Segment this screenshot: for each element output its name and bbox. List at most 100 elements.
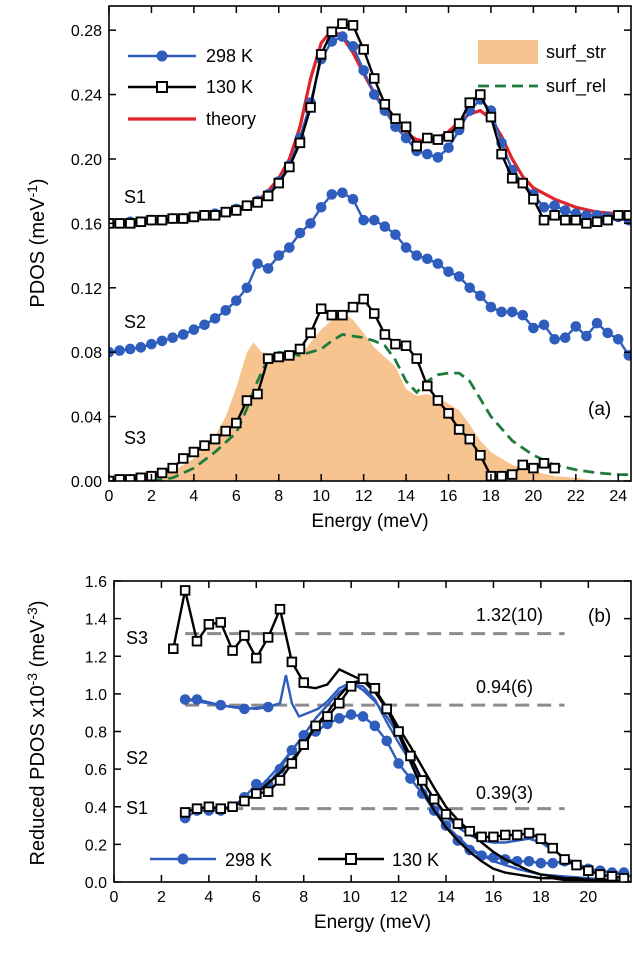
a-marker-s6-28 (400, 340, 412, 351)
a-line-series-5 (151, 333, 631, 481)
a-marker-s6-40 (528, 462, 539, 474)
b-point-s2-3 (239, 703, 250, 715)
a-marker-s1-28 (400, 121, 412, 133)
b-marker-s6-26 (488, 831, 499, 843)
b-marker-s6-25 (476, 831, 487, 843)
a-point-s3-30 (421, 253, 433, 265)
b-marker-s0-7 (251, 652, 262, 664)
b-x-tick-label: 18 (532, 889, 550, 906)
a-point-s3-18 (294, 227, 306, 239)
b-marker-s6-5 (239, 795, 250, 807)
b-marker-s0-1 (179, 585, 191, 596)
a-marker-s6-7 (178, 453, 189, 464)
b-y-tick-label: 0.8 (85, 725, 107, 742)
a-point-s0-32 (443, 142, 454, 153)
a-marker-s1-39 (517, 177, 529, 189)
a-x-tick-label: 10 (312, 488, 330, 505)
b-marker-s6-35 (594, 869, 606, 880)
a-marker-s6-0 (109, 475, 115, 481)
b-level-label-2: 0.39(3) (476, 783, 533, 803)
b-marker-s6-1 (191, 803, 203, 814)
a-point-s3-15 (262, 263, 274, 274)
a-marker-s1-33 (453, 118, 465, 129)
a-x-tick-label: 6 (232, 488, 241, 505)
b-marker-s6-4 (227, 801, 238, 813)
b-legend-marker-1 (345, 853, 357, 865)
b-y-title-mid: (meV (27, 619, 49, 673)
a-point-s3-6 (167, 332, 178, 343)
b-x-tick-label: 6 (252, 889, 261, 906)
a-marker-s6-17 (284, 350, 295, 361)
a-marker-s6-18 (294, 343, 306, 355)
a-marker-s1-15 (262, 190, 274, 202)
a-marker-s6-37 (496, 470, 507, 481)
a-point-s0-30 (421, 148, 433, 160)
a-marker-s1-25 (368, 73, 380, 84)
a-y-title-main: PDOS (meV (27, 197, 49, 308)
a-point-s3-41 (538, 319, 550, 331)
a-point-s0-31 (432, 152, 444, 163)
a-marker-s6-16 (273, 351, 285, 363)
b-point-s4-29 (523, 856, 535, 867)
a-marker-s6-26 (379, 329, 391, 340)
b-marker-s6-11 (310, 720, 321, 732)
a-point-s3-43 (559, 332, 571, 343)
a-legend-label-2: theory (206, 109, 256, 129)
b-marker-s6-31 (547, 842, 558, 854)
b-level-label-1: 0.94(6) (476, 677, 533, 697)
a-x-tick-label: 4 (189, 488, 198, 505)
a-x-tick-label: 24 (609, 488, 627, 505)
a-marker-s1-6 (167, 213, 178, 224)
b-marker-s0-3 (203, 619, 215, 630)
a-point-s3-12 (231, 295, 242, 306)
b-marker-s6-14 (345, 681, 357, 692)
a-marker-s6-22 (337, 309, 348, 321)
b-line-series-0 (172, 590, 305, 684)
a-marker-s1-47 (602, 214, 613, 226)
b-point-s4-15 (357, 711, 369, 722)
b-marker-s0-0 (168, 643, 179, 654)
a-marker-s6-31 (432, 395, 444, 406)
a-marker-s1-7 (178, 213, 189, 224)
a-point-s3-5 (156, 335, 168, 347)
a-point-s3-24 (358, 214, 369, 226)
a-marker-s6-24 (358, 293, 369, 305)
a-marker-s6-15 (262, 353, 274, 364)
a-point-s3-47 (602, 327, 613, 339)
a-point-s0-25 (368, 89, 380, 100)
a-marker-s6-38 (506, 469, 518, 480)
b-x-tick-label: 14 (437, 889, 455, 906)
a-x-tick-label: 0 (105, 488, 114, 505)
a-marker-s1-24 (358, 44, 369, 55)
a-marker-s6-2 (124, 474, 136, 481)
a-marker-s1-45 (581, 218, 592, 229)
a-marker-s6-42 (549, 462, 560, 474)
a-marker-s1-19 (305, 102, 316, 113)
a-marker-s1-13 (241, 200, 253, 211)
b-marker-s6-0 (179, 807, 191, 818)
b-marker-s0-9 (274, 603, 286, 615)
a-point-s3-49 (623, 350, 631, 361)
a-point-s3-16 (273, 250, 285, 261)
b-row-label-s2: S2 (126, 748, 148, 768)
b-line-series-1 (303, 667, 631, 882)
a-marker-s1-27 (390, 113, 401, 124)
b-marker-s6-23 (452, 818, 464, 829)
a-x-tick-label: 2 (147, 488, 156, 505)
a-point-s3-19 (305, 218, 316, 229)
a-marker-s6-21 (326, 309, 338, 321)
a-legend-swatch-surf-str (478, 40, 538, 64)
b-marker-s6-6 (251, 788, 262, 799)
a-x-tick-label: 20 (524, 488, 542, 505)
a-y-axis-title: PDOS (meV-1) (24, 178, 49, 307)
a-marker-s1-11 (220, 206, 231, 218)
a-marker-s6-6 (167, 462, 178, 474)
row-label-s2: S2 (124, 312, 146, 332)
b-point-s4-9 (286, 745, 298, 756)
b-point-s4-31 (547, 857, 559, 869)
a-marker-s6-33 (453, 424, 465, 435)
b-y-tick-label: 1.0 (85, 687, 107, 704)
a-marker-s1-29 (411, 140, 422, 152)
a-y-tick-label: 0.08 (71, 345, 102, 362)
b-y-tick-label: 0.0 (85, 875, 107, 892)
